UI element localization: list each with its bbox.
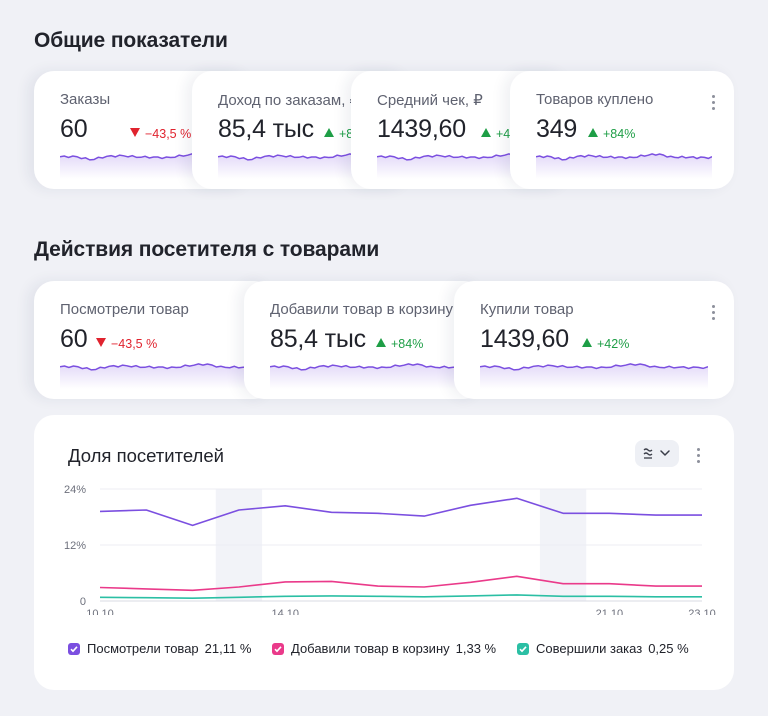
metric-value: 349 [536,115,578,143]
metric-delta: +84% [376,337,423,351]
section-title-overall: Общие показатели [34,29,228,52]
check-icon [517,642,529,655]
x-tick-label: 21.10 [596,608,624,615]
check-icon [272,642,284,655]
metric-label: Доход по заказам, ₽ [218,92,360,109]
arrow-up-icon [588,128,598,137]
metric-label: Заказы [60,91,111,108]
metric-card-added-to-cart[interactable]: Добавили товар в корзину 85,4 тыс +84% [244,281,484,399]
chart-settings-button[interactable] [635,440,679,467]
kebab-vertical-icon[interactable] [712,95,716,113]
legend-value: 21,11 % [204,641,252,656]
metric-card-items-bought[interactable]: Товаров куплено 349 +84% [510,71,734,189]
legend-item-added-to-cart[interactable]: Добавили товар в корзину 1,33 % [272,641,496,656]
sparkline [60,363,270,389]
legend-item-viewed[interactable]: Посмотрели товар 21,11 % [68,641,251,656]
series-line-2[interactable] [99,594,702,599]
arrow-up-icon [376,338,386,347]
chevron-down-icon [660,450,670,456]
metric-card-viewed-product[interactable]: Посмотрели товар 60 −43,5 % [34,281,274,399]
series-line-1[interactable] [99,575,702,592]
metric-label: Купили товар [480,301,574,318]
metric-value: 1439,60 [377,115,466,143]
y-tick-label: 0 [80,596,86,608]
legend-item-ordered[interactable]: Совершили заказ 0,25 % [517,641,689,656]
chart-settings-icon [643,448,670,459]
sparkline [480,363,708,389]
legend-label: Совершили заказ [536,641,643,656]
legend-value: 0,25 % [648,641,689,656]
sparkline [270,363,480,389]
kebab-vertical-icon[interactable] [697,448,701,466]
legend-label: Посмотрели товар [87,641,199,656]
metric-delta: −43,5 % [130,127,191,141]
legend-label: Добавили товар в корзину [291,641,450,656]
arrow-up-icon [582,338,592,347]
x-tick-label: 14.10 [271,608,299,615]
metric-card-bought-product[interactable]: Купили товар 1439,60 +42% [454,281,734,399]
x-tick-label: 10.10 [86,608,114,615]
metric-label: Средний чек, ₽ [377,92,483,109]
line-chart: 0 12% 24% 10.10 14.10 21.10 23.10 [64,484,716,615]
arrow-down-icon [130,128,140,137]
section-title-visitor-actions: Действия посетителя с товарами [34,238,380,261]
y-tick-label: 24% [64,484,86,496]
metric-value: 60 [60,325,88,353]
metric-label: Товаров куплено [536,91,654,108]
legend-value: 1,33 % [455,641,497,656]
chart-title: Доля посетителей [68,445,224,466]
arrow-up-icon [481,128,491,137]
metric-delta: +42% [582,337,629,351]
metric-label: Добавили товар в корзину [270,301,454,318]
visitor-share-chart-card: Доля посетителей 0 12% 24% 10.10 14.10 21.10… [34,415,734,690]
y-tick-label: 12% [64,540,86,552]
metric-value: 85,4 тыс [270,325,366,353]
metric-delta: −43,5 % [96,337,157,351]
arrow-up-icon [324,128,334,137]
x-tick-label: 23.10 [688,608,716,615]
sparkline [536,153,712,179]
series-line-0[interactable] [99,497,702,527]
metric-delta: +84% [588,127,635,141]
metric-label: Посмотрели товар [60,301,189,318]
metric-value: 60 [60,115,88,143]
check-icon [68,642,80,655]
arrow-down-icon [96,338,106,347]
metric-value: 85,4 тыс [218,115,314,143]
kebab-vertical-icon[interactable] [712,305,716,323]
metric-value: 1439,60 [480,325,569,353]
